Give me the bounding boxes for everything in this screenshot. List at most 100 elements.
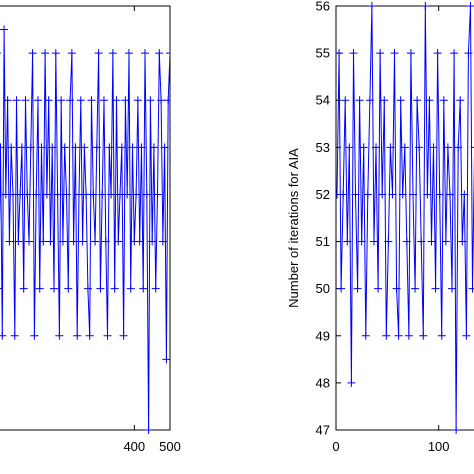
data-point-marker xyxy=(121,96,130,105)
data-point-marker xyxy=(421,2,430,10)
data-point-marker xyxy=(365,96,374,105)
data-point-marker xyxy=(345,143,354,152)
data-point-marker xyxy=(374,284,383,293)
data-point-marker xyxy=(21,96,30,105)
y-tick-label: 47 xyxy=(316,423,330,438)
data-point-marker xyxy=(116,190,125,199)
y-axis-label: Number of iterations for AIA xyxy=(286,148,301,308)
data-point-marker xyxy=(388,190,397,199)
data-point-marker xyxy=(160,143,169,152)
data-point-marker xyxy=(132,190,141,199)
data-point-marker xyxy=(25,237,34,246)
data-point-marker xyxy=(80,143,89,152)
data-point-marker xyxy=(135,237,144,246)
data-point-marker xyxy=(28,49,37,58)
data-point-marker xyxy=(82,190,91,199)
data-point-marker xyxy=(158,237,167,246)
data-point-marker xyxy=(425,96,434,105)
data-point-marker xyxy=(142,190,151,199)
series-line xyxy=(336,5,474,431)
data-point-marker xyxy=(396,96,405,105)
data-point-marker xyxy=(466,2,474,10)
data-point-marker xyxy=(367,2,376,10)
series-group xyxy=(0,25,170,434)
data-point-marker xyxy=(66,96,75,105)
x-tick-label: 500 xyxy=(159,439,181,454)
data-point-marker xyxy=(64,284,73,293)
data-point-marker xyxy=(146,96,155,105)
data-point-marker xyxy=(69,237,78,246)
plot-frame xyxy=(335,5,474,431)
data-point-marker xyxy=(398,190,407,199)
data-point-marker xyxy=(378,190,387,199)
data-point-marker xyxy=(41,49,50,58)
data-point-marker xyxy=(369,237,378,246)
data-point-marker xyxy=(380,96,389,105)
data-point-marker xyxy=(363,190,372,199)
data-point-marker xyxy=(427,237,436,246)
data-point-marker xyxy=(445,190,454,199)
data-point-marker xyxy=(148,237,157,246)
data-point-marker xyxy=(394,331,403,340)
data-point-marker xyxy=(357,237,366,246)
data-point-marker xyxy=(336,49,344,58)
series-line xyxy=(0,29,170,431)
y-tick-label: 52 xyxy=(316,187,330,202)
data-point-marker xyxy=(105,143,114,152)
data-point-marker xyxy=(12,96,21,105)
data-point-marker xyxy=(51,49,60,58)
plot-frame xyxy=(0,5,171,431)
data-point-marker xyxy=(17,143,26,152)
data-point-marker xyxy=(413,96,422,105)
data-point-marker xyxy=(443,143,452,152)
data-point-marker xyxy=(3,96,12,105)
data-point-marker xyxy=(99,96,108,105)
data-point-marker xyxy=(14,237,23,246)
data-point-marker xyxy=(437,331,446,340)
data-point-marker xyxy=(376,49,385,58)
data-point-marker xyxy=(0,288,3,290)
data-point-marker xyxy=(390,49,399,58)
y-tick-label: 54 xyxy=(316,93,330,108)
data-point-marker xyxy=(23,190,32,199)
data-point-marker xyxy=(19,284,28,293)
data-point-marker xyxy=(55,331,64,340)
data-point-marker xyxy=(404,331,413,340)
y-tick-label: 50 xyxy=(316,281,330,296)
data-point-marker xyxy=(470,146,474,148)
data-point-marker xyxy=(343,237,352,246)
data-point-marker xyxy=(400,143,409,152)
data-point-marker xyxy=(33,96,42,105)
data-point-marker xyxy=(123,190,132,199)
data-point-marker xyxy=(456,96,465,105)
data-point-marker xyxy=(351,190,360,199)
data-point-marker xyxy=(468,284,474,293)
data-point-marker xyxy=(460,190,469,199)
data-point-marker xyxy=(0,52,1,54)
data-point-marker xyxy=(42,190,51,199)
x-tick-label: 400 xyxy=(123,439,145,454)
right-chart-panel: 0 100 47 48 49 50 51 52 53 54 55 56 Number of iterat… xyxy=(286,0,474,454)
y-tick-label: 56 xyxy=(316,0,330,14)
data-point-marker xyxy=(441,237,450,246)
data-point-marker xyxy=(46,237,55,246)
data-point-marker xyxy=(423,190,432,199)
x-tick-label: 0 xyxy=(332,439,339,454)
data-point-marker xyxy=(103,331,112,340)
data-point-marker xyxy=(114,237,123,246)
data-point-marker xyxy=(76,96,85,105)
data-point-marker xyxy=(91,237,100,246)
data-point-marker xyxy=(384,237,393,246)
data-point-marker xyxy=(101,237,110,246)
data-point-marker xyxy=(10,331,19,340)
data-point-marker xyxy=(30,331,39,340)
data-point-marker xyxy=(98,190,107,199)
data-point-marker xyxy=(108,49,117,58)
y-tick-label: 55 xyxy=(316,46,330,61)
data-point-marker xyxy=(149,143,158,152)
data-point-marker xyxy=(44,96,53,105)
y-tick-label: 51 xyxy=(316,234,330,249)
data-point-marker xyxy=(5,237,14,246)
data-point-marker xyxy=(157,96,166,105)
data-point-marker xyxy=(117,143,126,152)
